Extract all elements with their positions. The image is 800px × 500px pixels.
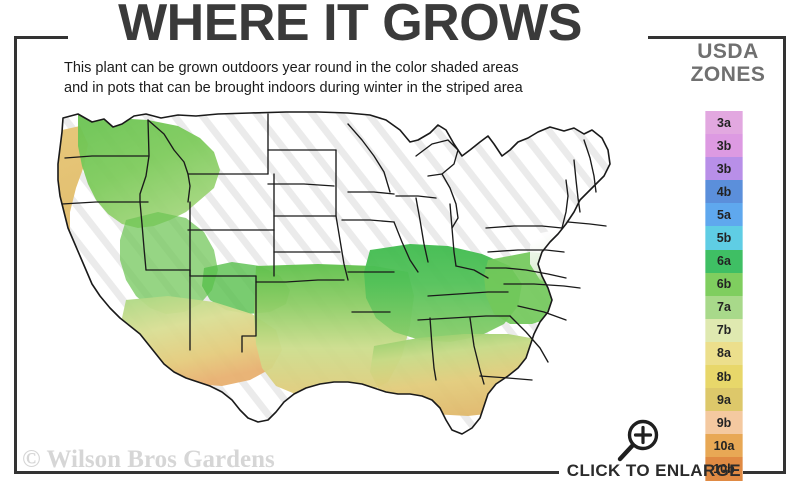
legend-swatch-7a-8[interactable]: 7a [705, 295, 743, 319]
frame-border-bottom-left [14, 471, 559, 474]
frame-border-top-left [14, 36, 68, 39]
click-to-enlarge-label[interactable]: CLICK TO ENLARGE [566, 461, 741, 480]
legend-swatch-6b-7[interactable]: 6b [705, 272, 743, 296]
legend-swatch-9b-13[interactable]: 9b [705, 411, 743, 435]
region-florida [518, 388, 570, 434]
region-pacific-northwest [78, 114, 220, 228]
region-intermountain-green [120, 212, 218, 314]
page-title: WHERE IT GROWS [118, 0, 582, 52]
legend-swatch-8a-10[interactable]: 8a [705, 341, 743, 366]
subtitle-line-1: This plant can be grown outdoors year ro… [64, 60, 519, 76]
frame-border-top-right [648, 36, 786, 39]
legend-heading: USDA ZONES [676, 40, 780, 86]
legend-heading-line-1: USDA [697, 40, 759, 63]
legend-swatch-4b-3[interactable]: 4b [705, 180, 743, 204]
legend-swatch-5a-4[interactable]: 5a [705, 203, 743, 227]
legend-swatch-5b-5[interactable]: 5b [705, 226, 743, 250]
usda-hardiness-zone-map [18, 100, 678, 455]
magnifier-plus-icon[interactable] [612, 418, 664, 466]
legend-heading-line-2: ZONES [690, 63, 766, 86]
legend-swatch-3b-1[interactable]: 3b [705, 134, 743, 158]
region-southeast [370, 334, 570, 416]
legend-swatch-8b-11[interactable]: 8b [705, 365, 743, 389]
legend-swatch-3b-2[interactable]: 3b [705, 157, 743, 181]
map-state-borders [57, 111, 611, 435]
legend-swatch-9a-12[interactable]: 9a [705, 388, 743, 412]
frame-border-right [783, 36, 786, 474]
legend-swatch-10a-14[interactable]: 10a [705, 434, 743, 458]
legend-swatch-7b-9[interactable]: 7b [705, 318, 743, 342]
region-midwest [364, 244, 522, 342]
watermark-credit: © Wilson Bros Gardens [22, 446, 275, 473]
legend-swatch-3a-0[interactable]: 3a [705, 111, 743, 135]
usda-zone-legend: 3a 3b 3b 4b 5a 5b 6a 6b 7a 7b 8a 8b 9a 9b 10a 10b [705, 111, 743, 481]
legend-swatch-6a-6[interactable]: 6a [705, 249, 743, 273]
frame-border-left [14, 36, 17, 474]
frame-border-bottom-right [741, 471, 786, 474]
legend-swatch-10b-15[interactable]: 10b [705, 457, 743, 481]
subtitle: This plant can be grown outdoors year ro… [64, 58, 644, 98]
subtitle-line-2: and in pots that can be brought indoors … [64, 80, 523, 96]
